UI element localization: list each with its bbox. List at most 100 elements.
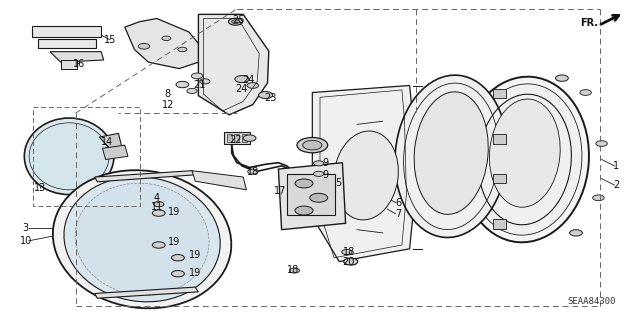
Ellipse shape: [490, 99, 560, 207]
Ellipse shape: [154, 202, 164, 207]
Text: 18: 18: [342, 247, 355, 257]
Polygon shape: [278, 163, 346, 230]
Ellipse shape: [556, 75, 568, 81]
Polygon shape: [312, 85, 415, 262]
Bar: [224, 132, 250, 144]
Ellipse shape: [228, 18, 243, 25]
Text: 9: 9: [322, 170, 328, 181]
Ellipse shape: [314, 161, 324, 166]
Bar: [227, 134, 232, 142]
Text: 21: 21: [193, 80, 206, 91]
Polygon shape: [192, 171, 246, 190]
Ellipse shape: [596, 141, 607, 146]
Ellipse shape: [468, 84, 582, 235]
Text: 9: 9: [322, 158, 328, 168]
Text: 18: 18: [246, 167, 259, 177]
Text: SEAA84300: SEAA84300: [567, 297, 616, 306]
Text: 20: 20: [342, 256, 355, 267]
Text: FR.: FR.: [580, 18, 598, 28]
Ellipse shape: [191, 73, 203, 79]
Polygon shape: [61, 60, 77, 69]
Ellipse shape: [334, 131, 398, 220]
Ellipse shape: [152, 242, 165, 248]
Text: 19: 19: [189, 268, 202, 278]
Bar: [242, 134, 247, 142]
Ellipse shape: [414, 92, 488, 214]
Polygon shape: [38, 39, 96, 48]
Ellipse shape: [138, 43, 150, 49]
Ellipse shape: [53, 170, 231, 308]
Text: 15: 15: [104, 35, 116, 45]
Text: 13: 13: [34, 183, 47, 193]
Ellipse shape: [259, 92, 273, 99]
Polygon shape: [198, 14, 269, 115]
Ellipse shape: [178, 47, 187, 52]
Text: 14: 14: [101, 137, 114, 147]
Ellipse shape: [187, 88, 197, 93]
Ellipse shape: [295, 206, 313, 215]
Ellipse shape: [297, 137, 328, 153]
Ellipse shape: [570, 230, 582, 236]
Ellipse shape: [152, 210, 165, 216]
Ellipse shape: [243, 135, 256, 141]
Ellipse shape: [461, 77, 589, 242]
Ellipse shape: [289, 268, 300, 273]
Ellipse shape: [176, 81, 189, 88]
Ellipse shape: [247, 83, 259, 88]
Text: 25: 25: [232, 15, 244, 25]
Bar: [493, 174, 506, 183]
Ellipse shape: [75, 183, 209, 295]
Text: 24: 24: [242, 75, 255, 85]
Text: 16: 16: [72, 59, 85, 69]
Ellipse shape: [295, 179, 313, 188]
Polygon shape: [95, 287, 198, 298]
Ellipse shape: [593, 195, 604, 201]
Text: 8: 8: [164, 89, 171, 99]
Ellipse shape: [248, 169, 258, 174]
Ellipse shape: [24, 118, 114, 195]
Text: 7: 7: [395, 209, 401, 219]
Text: 10: 10: [19, 236, 32, 246]
Ellipse shape: [232, 20, 239, 24]
Text: 19: 19: [168, 237, 180, 248]
Text: 17: 17: [274, 186, 287, 197]
Text: 18: 18: [287, 264, 300, 275]
Text: 2: 2: [613, 180, 620, 190]
Ellipse shape: [580, 90, 591, 95]
Text: 1: 1: [613, 161, 620, 171]
Polygon shape: [125, 19, 204, 69]
Ellipse shape: [162, 36, 171, 41]
Polygon shape: [32, 26, 101, 37]
Text: 23: 23: [264, 93, 276, 103]
Text: 3: 3: [22, 223, 29, 233]
Text: 19: 19: [189, 250, 202, 260]
Ellipse shape: [310, 193, 328, 202]
Ellipse shape: [235, 76, 249, 83]
Bar: [493, 89, 506, 98]
Ellipse shape: [172, 255, 184, 261]
Ellipse shape: [64, 177, 220, 302]
Bar: [287, 174, 335, 215]
Text: 24: 24: [236, 84, 248, 94]
Text: 4: 4: [154, 193, 160, 203]
Text: 12: 12: [161, 100, 174, 110]
Text: 19: 19: [168, 207, 180, 217]
Polygon shape: [50, 52, 104, 62]
Ellipse shape: [314, 171, 324, 176]
Bar: [234, 134, 239, 142]
Ellipse shape: [200, 79, 210, 84]
Text: 22: 22: [229, 135, 242, 145]
Bar: [493, 219, 506, 229]
Text: 5: 5: [335, 178, 341, 189]
Polygon shape: [99, 133, 122, 151]
Polygon shape: [95, 171, 195, 182]
Ellipse shape: [172, 271, 184, 277]
Bar: [493, 134, 506, 144]
Bar: [33, 107, 140, 206]
Text: 11: 11: [150, 202, 163, 212]
Ellipse shape: [395, 75, 508, 237]
Ellipse shape: [303, 140, 322, 150]
Ellipse shape: [344, 258, 358, 265]
Text: 6: 6: [395, 197, 401, 208]
Ellipse shape: [342, 249, 352, 255]
